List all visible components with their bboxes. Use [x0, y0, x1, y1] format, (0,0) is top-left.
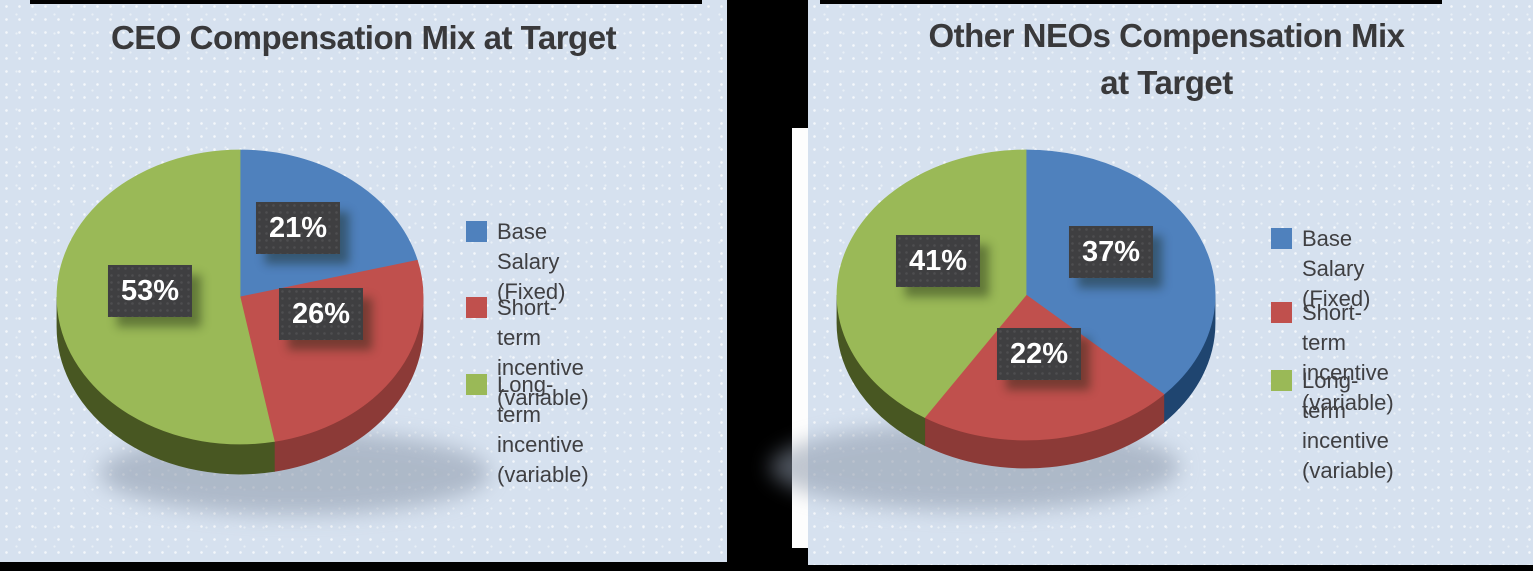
legend-label: Long-term incentive (variable) [497, 372, 589, 487]
legend-item-short-term: Short-term incentive (variable) [466, 293, 589, 413]
legend-swatch-red [1271, 302, 1292, 323]
legend-label: Short-term incentive (variable) [497, 295, 589, 410]
value-label-sti-neos: 22% [996, 328, 1082, 380]
legend-item-long-term: Long-term incentive (variable) [1271, 366, 1394, 486]
legend-swatch-blue [466, 221, 487, 242]
chart-title-neos: Other NEOs Compensation Mix at Target [928, 17, 1405, 101]
top-border-left [30, 0, 702, 4]
legend-label: Base Salary (Fixed) [1302, 226, 1371, 311]
value-label-sti-ceo: 26% [278, 288, 364, 340]
legend-swatch-green [1271, 370, 1292, 391]
value-label-base-ceo: 21% [255, 202, 341, 254]
legend-label: Short-term incentive (variable) [1302, 300, 1394, 415]
value-label-lti-ceo: 53% [107, 265, 193, 317]
legend-label: Long-term incentive (variable) [1302, 368, 1394, 483]
legend-item-base-salary: Base Salary (Fixed) [1271, 224, 1370, 314]
legend-swatch-red [466, 297, 487, 318]
legend-item-long-term: Long-term incentive (variable) [466, 370, 589, 490]
top-border-right [820, 0, 1442, 4]
divider-white-strip [792, 128, 808, 548]
legend-swatch-blue [1271, 228, 1292, 249]
legend-swatch-green [466, 374, 487, 395]
legend-label: Base Salary (Fixed) [497, 219, 566, 304]
legend-item-base-salary: Base Salary (Fixed) [466, 217, 565, 307]
value-label-lti-neos: 41% [895, 235, 981, 287]
legend-item-short-term: Short-term incentive (variable) [1271, 298, 1394, 418]
chart-title-ceo: CEO Compensation Mix at Target [110, 19, 617, 56]
value-label-base-neos: 37% [1068, 226, 1154, 278]
